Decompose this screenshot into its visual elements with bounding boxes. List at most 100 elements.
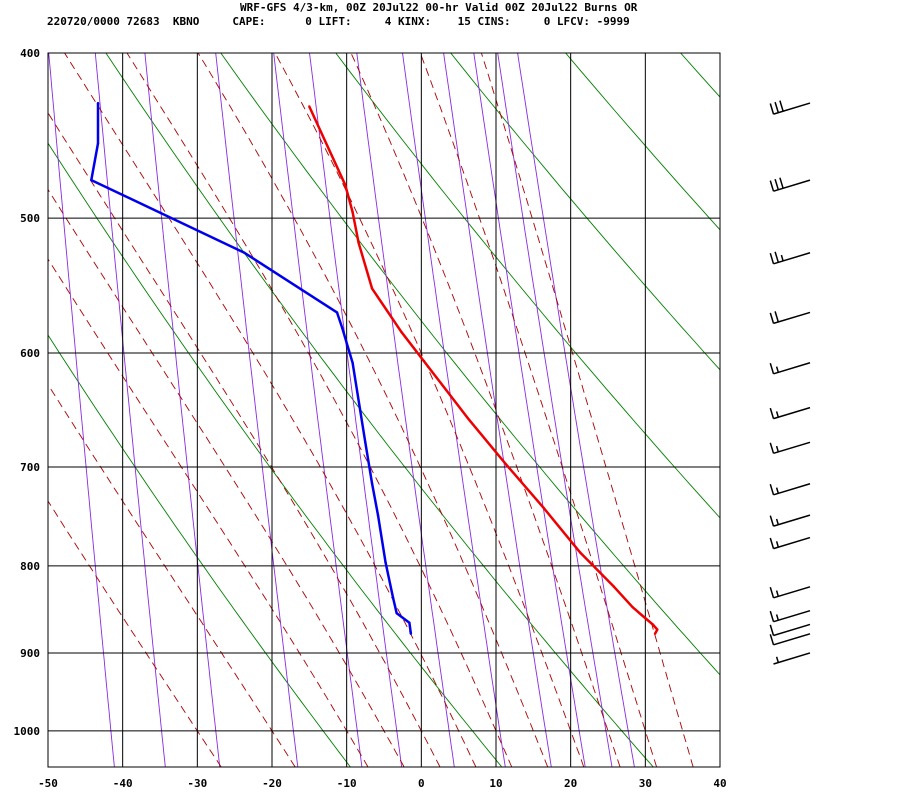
wind-barbs: [769, 100, 811, 665]
dewpoint-point: [96, 142, 100, 145]
temperature-point: [631, 606, 634, 609]
dewpoint-point: [409, 632, 413, 635]
temperature-point: [344, 183, 347, 186]
barb-feather: [769, 312, 775, 324]
dewpoint-point: [395, 612, 398, 615]
mixing-ratio-line: [48, 53, 115, 767]
barb-staff: [773, 586, 811, 599]
temperature-point: [656, 628, 659, 631]
mixing-ratio-line: [309, 53, 403, 767]
temperature-point: [505, 463, 508, 467]
wind-barb: [769, 483, 811, 496]
barb-feather: [775, 366, 780, 373]
dewpoint-point: [364, 441, 367, 444]
barb-feather: [775, 445, 780, 453]
mixing-ratio-line: [497, 53, 613, 767]
barb-feather: [769, 442, 775, 454]
mixing-ratio-line: [443, 53, 552, 767]
x-tick-label: -20: [262, 777, 282, 790]
barb-feather: [774, 101, 780, 113]
x-tick-labels: -50 -40 -30 -20 -10 0 10 20 30 40: [38, 777, 727, 790]
moist-adiabat: [350, 53, 621, 767]
barb-feather: [780, 254, 784, 262]
dewpoint-point: [341, 326, 344, 330]
dewpoint-point: [370, 482, 374, 485]
sounding-stats-line: 220720/0000 72683 KBNO CAPE: 0 LIFT: 4 K…: [47, 15, 630, 28]
wind-barb: [769, 514, 811, 527]
mixing-ratio-line: [402, 53, 506, 767]
barb-staff: [773, 179, 811, 192]
temperature-point: [653, 632, 657, 635]
wind-barb: [769, 441, 811, 455]
barb-feather: [769, 103, 775, 115]
dewpoint-point: [408, 621, 411, 624]
x-tick-label: 40: [713, 777, 726, 790]
barb-staff: [773, 536, 811, 550]
temperature-point: [308, 105, 311, 108]
dewpoint-point: [96, 101, 100, 105]
pressure-tick-label: 900: [20, 647, 40, 660]
wind-barb: [769, 536, 811, 550]
mixing-ratio-line: [94, 53, 166, 767]
dewpoint-point: [335, 311, 339, 314]
x-tick-label: 0: [418, 777, 425, 790]
barb-staff: [773, 623, 811, 637]
barb-staff: [773, 609, 811, 623]
x-tick-label: 30: [639, 777, 652, 790]
pressure-tick-label: 500: [20, 212, 40, 225]
barb-feather: [774, 251, 780, 263]
barb-feather: [769, 252, 775, 265]
moist-adiabat: [480, 53, 694, 767]
temperature-point: [579, 551, 582, 554]
barb-feather: [769, 407, 775, 419]
barb-staff: [773, 483, 811, 496]
wind-barb: [773, 652, 811, 665]
wind-barb: [769, 623, 811, 637]
moist-adiabat: [48, 258, 369, 767]
dewpoint-point: [90, 178, 93, 182]
barb-feather: [775, 614, 780, 621]
temperature-point: [542, 506, 545, 510]
x-tick-label: 10: [489, 777, 502, 790]
grid: [48, 53, 720, 767]
series-layer: [90, 101, 659, 635]
temperature-point: [640, 613, 643, 617]
temperature-point: [400, 330, 403, 333]
barb-staff: [773, 441, 811, 455]
barb-feather: [769, 610, 775, 622]
barb-feather: [769, 634, 775, 646]
moist-adiabat: [64, 53, 477, 767]
wind-barb: [769, 362, 811, 375]
dewpoint-point: [384, 560, 387, 564]
x-tick-label: -30: [187, 777, 207, 790]
dewpoint-point: [391, 596, 395, 599]
barb-feather: [775, 541, 780, 548]
dry-adiabat: [48, 334, 351, 767]
barb-staff: [773, 102, 811, 115]
dewpoint-point: [243, 251, 246, 254]
barb-feather: [769, 515, 775, 527]
wind-barb: [769, 609, 811, 623]
pressure-tick-label: 400: [20, 47, 40, 60]
wind-barb: [769, 586, 811, 599]
temperature-point: [466, 416, 469, 420]
x-tick-label: -10: [337, 777, 357, 790]
wind-barb: [769, 177, 811, 192]
barb-feather: [769, 362, 775, 375]
plot-frame: [47, 52, 721, 768]
mixing-ratio-line: [473, 53, 586, 767]
dewpoint-point: [376, 513, 380, 517]
pressure-tick-labels: 400 500 600 700 800 900 1000: [14, 47, 41, 738]
moist-adiabat: [126, 53, 513, 767]
moist-adiabat: [48, 500, 222, 767]
barb-staff: [773, 406, 811, 420]
barb-staff: [773, 252, 811, 265]
x-tick-label: 20: [564, 777, 577, 790]
x-tick-label: -40: [113, 777, 133, 790]
temperature-point: [612, 585, 616, 588]
barb-feather: [769, 624, 775, 636]
wind-barb: [769, 251, 811, 265]
barb-feather: [769, 483, 775, 496]
temperature-point: [435, 376, 438, 379]
barb-feather: [779, 100, 784, 112]
